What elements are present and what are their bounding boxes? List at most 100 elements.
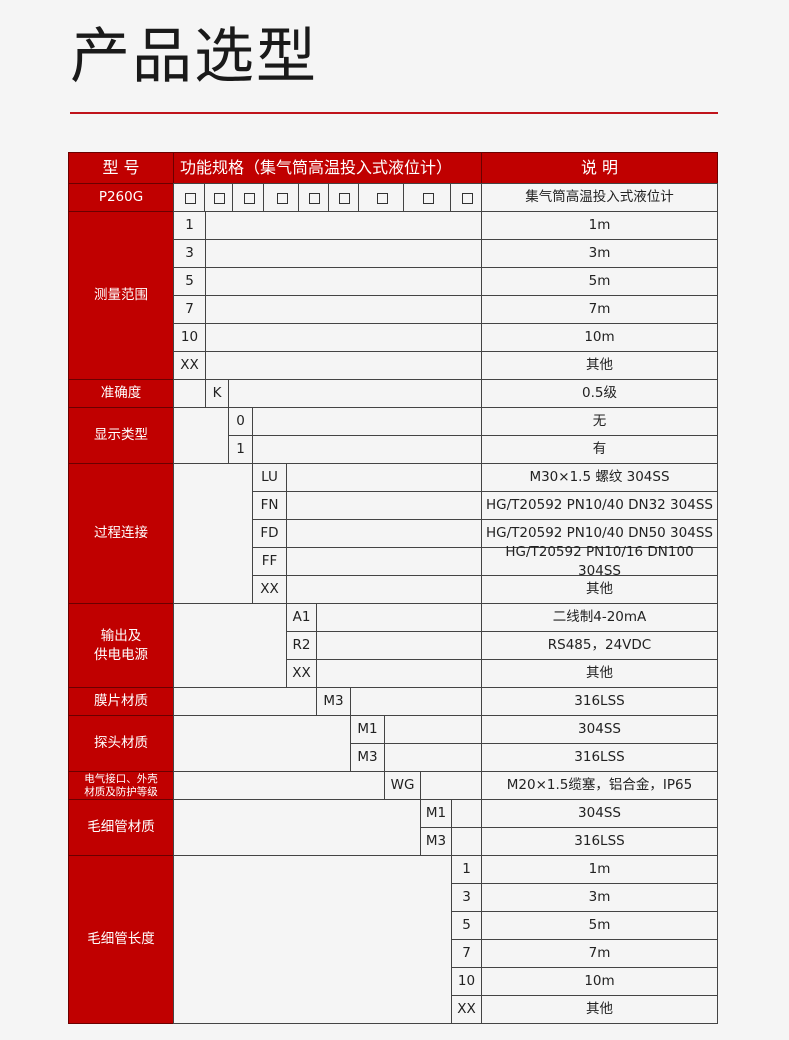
option-description: 316LSS — [481, 687, 718, 716]
blank-cell — [205, 239, 482, 268]
group-label: 准确度 — [68, 379, 174, 408]
option-description: 其他 — [481, 351, 718, 380]
option-code: 7 — [173, 295, 206, 324]
option-description: 有 — [481, 435, 718, 464]
group-label: 毛细管长度 — [68, 855, 174, 1024]
option-description: 1m — [481, 211, 718, 240]
page-title: 产品选型 — [70, 22, 318, 92]
blank-cell — [205, 211, 482, 240]
option-code: FD — [252, 519, 287, 548]
checkbox-placeholder-icon — [184, 193, 196, 204]
blank-cell — [205, 351, 482, 380]
blank-cell — [350, 687, 482, 716]
option-code: 1 — [451, 855, 482, 884]
blank-cell — [173, 603, 287, 688]
option-code: K — [205, 379, 229, 408]
blank-cell — [286, 463, 482, 492]
blank-cell — [451, 799, 482, 828]
option-description: 316LSS — [481, 743, 718, 772]
blank-cell — [420, 771, 482, 800]
blank-cell — [252, 435, 482, 464]
group-label: 膜片材质 — [68, 687, 174, 716]
model-description: 集气筒高温投入式液位计 — [481, 183, 718, 212]
option-description: RS485，24VDC — [481, 631, 718, 660]
group-label: 电气接口、外壳 材质及防护等级 — [68, 771, 174, 800]
option-description: 7m — [481, 295, 718, 324]
option-code: 10 — [173, 323, 206, 352]
option-description: M20×1.5缆塞，铝合金，IP65 — [481, 771, 718, 800]
checkbox-placeholder-icon — [376, 193, 388, 204]
option-description: 304SS — [481, 715, 718, 744]
header-model: 型 号 — [68, 152, 174, 184]
checkbox-placeholder-icon — [214, 193, 225, 204]
group-label: 输出及 供电电源 — [68, 603, 174, 688]
option-code: 1 — [228, 435, 253, 464]
blank-cell — [451, 827, 482, 856]
checkbox-placeholder-icon — [309, 193, 320, 204]
option-code: R2 — [286, 631, 317, 660]
blank-cell — [316, 659, 482, 688]
title-divider — [70, 112, 718, 114]
blank-cell — [205, 267, 482, 296]
blank-cell — [173, 687, 317, 716]
option-code: 5 — [451, 911, 482, 940]
group-label: 测量范围 — [68, 211, 174, 380]
option-code: XX — [173, 351, 206, 380]
blank-cell — [205, 323, 482, 352]
group-label: 探头材质 — [68, 715, 174, 772]
option-description: 0.5级 — [481, 379, 718, 408]
option-description: HG/T20592 PN10/16 DN100 304SS — [481, 544, 718, 579]
option-description: 1m — [481, 855, 718, 884]
blank-cell — [205, 295, 482, 324]
blank-cell — [252, 407, 482, 436]
option-code: LU — [252, 463, 287, 492]
group-label: 毛细管材质 — [68, 799, 174, 856]
checkbox-placeholder-icon — [276, 193, 288, 204]
option-description: 其他 — [481, 575, 718, 604]
checkbox-placeholder-icon — [339, 193, 350, 204]
option-code: 3 — [173, 239, 206, 268]
option-description: 316LSS — [481, 827, 718, 856]
group-label: 显示类型 — [68, 407, 174, 464]
header-spec: 功能规格（集气筒高温投入式液位计） — [173, 152, 482, 184]
blank-cell — [286, 547, 482, 576]
blank-cell — [173, 463, 253, 604]
option-code: XX — [252, 575, 287, 604]
option-description: 5m — [481, 267, 718, 296]
blank-cell — [384, 743, 482, 772]
option-description: 5m — [481, 911, 718, 940]
blank-cell — [173, 407, 229, 464]
blank-cell — [286, 575, 482, 604]
option-code: 0 — [228, 407, 253, 436]
option-description: 其他 — [481, 659, 718, 688]
option-description: 10m — [481, 967, 718, 996]
blank-cell — [173, 799, 421, 856]
option-description: HG/T20592 PN10/40 DN32 304SS — [481, 491, 718, 520]
option-code: 7 — [451, 939, 482, 968]
option-description: 二线制4-20mA — [481, 603, 718, 632]
option-description: HG/T20592 PN10/40 DN50 304SS — [481, 519, 718, 548]
option-description: M30×1.5 螺纹 304SS — [481, 463, 718, 492]
blank-cell — [384, 715, 482, 744]
option-code: XX — [451, 995, 482, 1024]
checkbox-placeholder-icon — [243, 193, 255, 204]
option-code: M3 — [420, 827, 452, 856]
header-description: 说 明 — [481, 152, 718, 184]
blank-cell — [228, 379, 482, 408]
blank-cell — [316, 603, 482, 632]
option-code: FF — [252, 547, 287, 576]
option-code: M3 — [316, 687, 351, 716]
option-code: M1 — [350, 715, 385, 744]
group-label: 过程连接 — [68, 463, 174, 604]
blank-cell — [173, 855, 452, 1024]
option-code: 3 — [451, 883, 482, 912]
option-code: WG — [384, 771, 421, 800]
option-code: FN — [252, 491, 287, 520]
option-description: 304SS — [481, 799, 718, 828]
option-description: 7m — [481, 939, 718, 968]
model-code: P260G — [68, 183, 174, 212]
option-code: 1 — [173, 211, 206, 240]
option-code: 5 — [173, 267, 206, 296]
option-code: A1 — [286, 603, 317, 632]
option-description: 无 — [481, 407, 718, 436]
